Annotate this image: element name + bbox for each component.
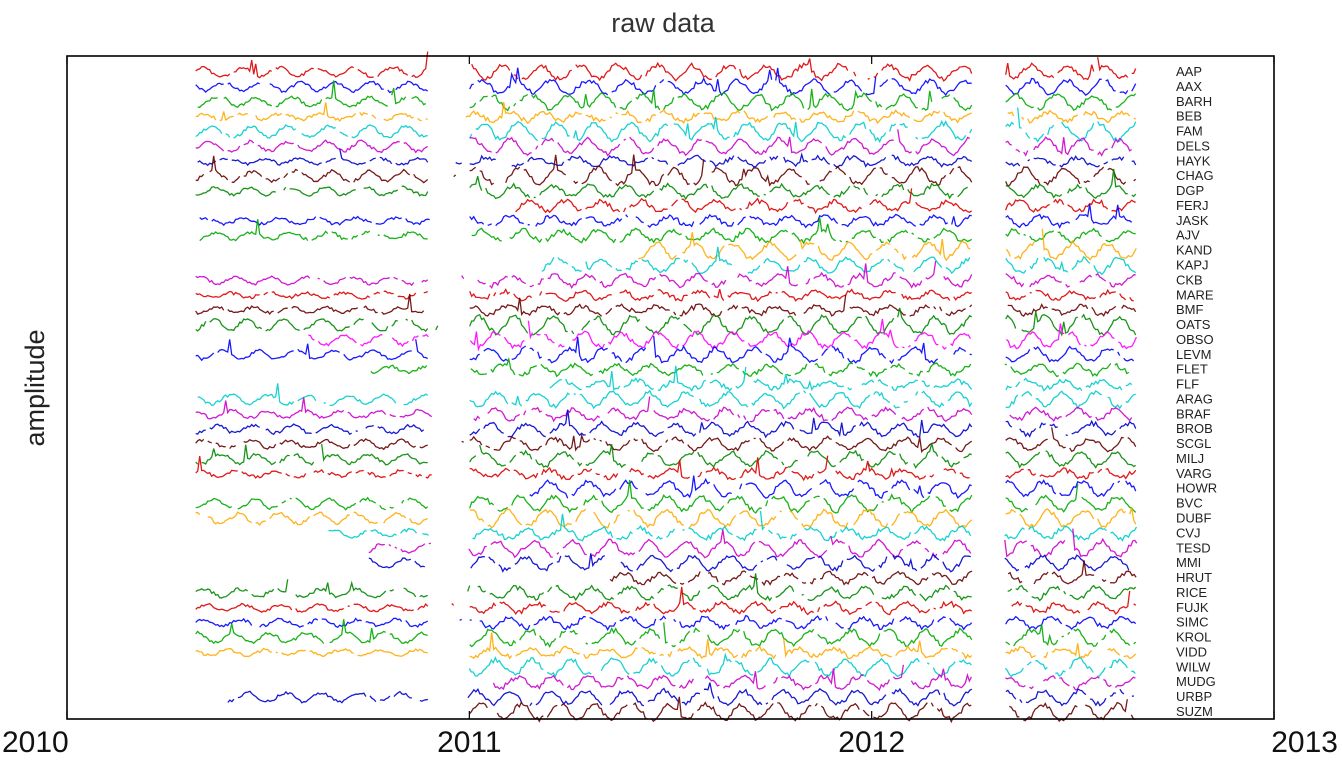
trace-ckb bbox=[195, 260, 1136, 290]
trace-varg bbox=[195, 455, 1137, 482]
trace-dels bbox=[196, 129, 1136, 155]
station-label: DELS bbox=[1176, 138, 1210, 153]
station-label: MMI bbox=[1176, 555, 1201, 570]
trace-kand bbox=[638, 228, 1137, 262]
trace-aax bbox=[195, 67, 1137, 97]
trace-obso bbox=[308, 318, 1137, 352]
trace-fujk bbox=[195, 586, 1137, 616]
trace-ajv bbox=[199, 217, 1136, 245]
station-label: RICE bbox=[1176, 585, 1207, 600]
station-label: JASK bbox=[1176, 213, 1209, 228]
trace-hayk bbox=[197, 148, 1137, 168]
station-label: FERJ bbox=[1176, 198, 1209, 213]
trace-howr bbox=[529, 475, 1137, 499]
station-label: KAND bbox=[1176, 243, 1212, 258]
station-label: ARAG bbox=[1176, 391, 1213, 406]
station-label: OBSO bbox=[1176, 332, 1214, 347]
x-tick-label: 2012 bbox=[838, 726, 905, 758]
station-label: BMF bbox=[1176, 302, 1204, 317]
station-label: BVC bbox=[1176, 496, 1203, 511]
station-label: BEB bbox=[1176, 109, 1202, 124]
station-label: URBP bbox=[1176, 689, 1212, 704]
station-label: AJV bbox=[1176, 228, 1200, 243]
trace-aap bbox=[195, 51, 1137, 82]
trace-rice bbox=[195, 573, 1137, 602]
station-label: TESD bbox=[1176, 540, 1211, 555]
plot-frame bbox=[66, 55, 1275, 720]
station-label: HRUT bbox=[1176, 570, 1212, 585]
station-label: VIDD bbox=[1176, 644, 1207, 659]
x-tick-label: 2010 bbox=[2, 726, 69, 758]
trace-tesd bbox=[368, 528, 1138, 559]
trace-mudg bbox=[492, 664, 1136, 692]
trace-oats bbox=[195, 307, 1137, 337]
trace-suzm bbox=[468, 696, 1136, 724]
station-label: VARG bbox=[1176, 466, 1212, 481]
trace-urbp bbox=[227, 682, 1134, 707]
station-label: DUBF bbox=[1176, 511, 1211, 526]
trace-brob bbox=[195, 409, 1137, 439]
trace-kapj bbox=[541, 246, 1137, 276]
station-label: OATS bbox=[1176, 317, 1211, 332]
station-label: SIMC bbox=[1176, 615, 1209, 630]
trace-braf bbox=[196, 397, 1136, 422]
station-label: AAP bbox=[1176, 64, 1202, 79]
station-label-group: AAPAAXBARHBEBFAMDELSHAYKCHAGDGPFERJJASKA… bbox=[1176, 64, 1217, 719]
trace-milj bbox=[195, 443, 1137, 469]
trace-arag bbox=[197, 383, 1136, 410]
station-label: SUZM bbox=[1176, 704, 1213, 719]
station-label: LEVM bbox=[1176, 347, 1211, 362]
trace-jask bbox=[200, 204, 1136, 227]
x-tick-label: 2011 bbox=[437, 726, 502, 758]
trace-hrut bbox=[609, 560, 1137, 587]
trace-wilw bbox=[468, 652, 1136, 678]
y-axis-label: amplitude bbox=[20, 329, 50, 446]
station-label: KAPJ bbox=[1176, 257, 1209, 272]
trace-mare bbox=[195, 288, 1134, 303]
station-label: SCGL bbox=[1176, 436, 1211, 451]
trace-chag bbox=[195, 154, 1137, 187]
station-label: CKB bbox=[1176, 272, 1203, 287]
trace-simc bbox=[195, 614, 1137, 631]
trace-barh bbox=[197, 80, 1137, 112]
trace-scgl bbox=[195, 427, 1137, 453]
trace-flet bbox=[371, 359, 1137, 376]
traces-group bbox=[195, 51, 1138, 724]
station-label: MUDG bbox=[1176, 674, 1216, 689]
station-label: FLF bbox=[1176, 377, 1199, 392]
trace-fam bbox=[195, 107, 1137, 144]
trace-ferj bbox=[515, 188, 1136, 215]
station-label: MARE bbox=[1176, 287, 1214, 302]
trace-levm bbox=[195, 335, 1135, 365]
station-label: FAM bbox=[1176, 124, 1203, 139]
trace-dgp bbox=[195, 168, 1137, 201]
station-label: BRAF bbox=[1176, 406, 1211, 421]
trace-beb bbox=[195, 102, 1136, 125]
station-label: AAX bbox=[1176, 79, 1202, 94]
trace-krol bbox=[195, 619, 1137, 649]
trace-mmi bbox=[369, 553, 1137, 571]
x-tick-group: 2010 2011 2012 2013 bbox=[2, 56, 1338, 759]
station-label: KROL bbox=[1176, 630, 1211, 645]
x-tick-label: 2013 bbox=[1271, 726, 1338, 758]
station-label: HAYK bbox=[1176, 153, 1211, 168]
station-label: MILJ bbox=[1176, 451, 1204, 466]
station-label: BARH bbox=[1176, 94, 1212, 109]
station-label: BROB bbox=[1176, 421, 1213, 436]
station-label: FLET bbox=[1176, 362, 1208, 377]
station-label: HOWR bbox=[1176, 481, 1217, 496]
trace-bvc bbox=[195, 479, 1137, 514]
station-label: FUJK bbox=[1176, 600, 1209, 615]
station-label: DGP bbox=[1176, 183, 1204, 198]
trace-vidd bbox=[195, 632, 1137, 660]
station-label: CVJ bbox=[1176, 525, 1201, 540]
trace-cvj bbox=[328, 511, 1138, 542]
trace-dubf bbox=[195, 507, 1137, 529]
station-label: CHAG bbox=[1176, 168, 1214, 183]
chart-title: raw data bbox=[611, 8, 716, 38]
station-label: WILW bbox=[1176, 659, 1211, 674]
trace-bmf bbox=[195, 293, 1137, 318]
